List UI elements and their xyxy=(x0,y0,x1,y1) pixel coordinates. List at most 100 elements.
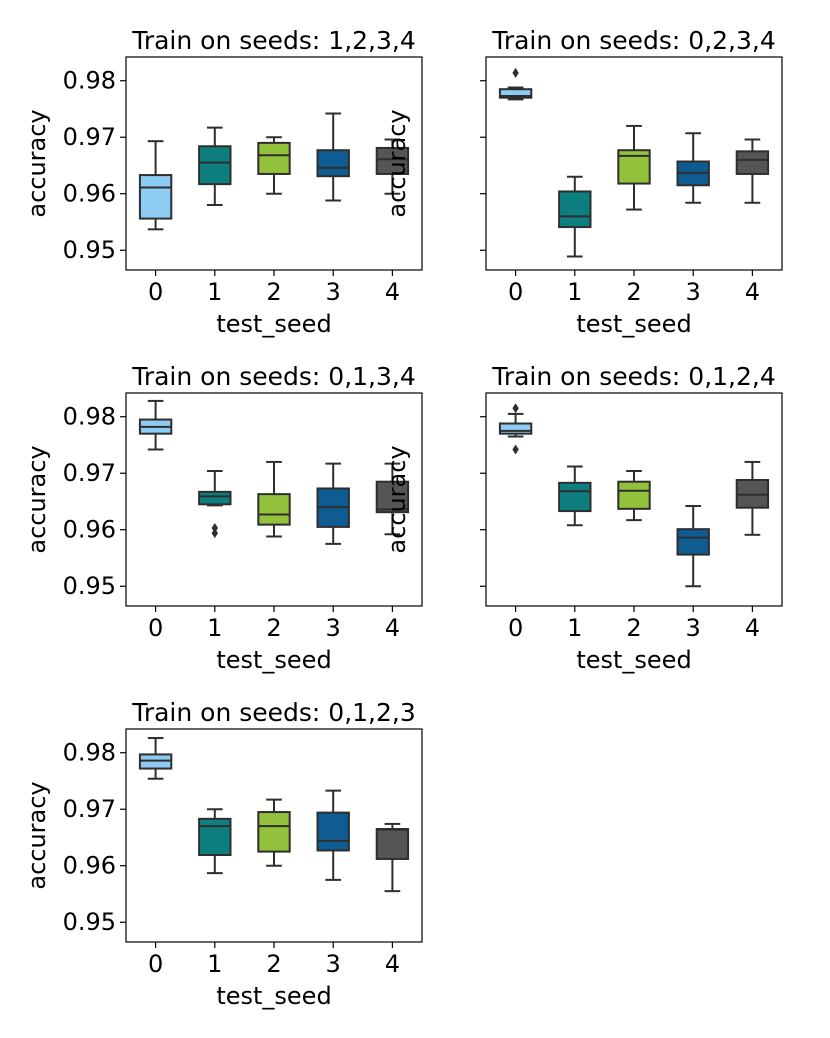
y-tick-label: 0.97 xyxy=(63,459,116,487)
x-tick-label: 4 xyxy=(745,614,760,642)
box xyxy=(375,480,410,514)
chart-panel-3: 0.95 0.96 0.97 0.98 0 1 2 3 4 Train on seeds: 0,1… xyxy=(23,362,423,674)
box xyxy=(198,145,232,186)
x-tick-label: 0 xyxy=(508,614,523,642)
outlier-point xyxy=(512,67,519,78)
x-tick-label: 1 xyxy=(567,278,582,306)
x-tick-label: 0 xyxy=(148,278,163,306)
outlier-point xyxy=(512,403,519,414)
x-axis-label: test_seed xyxy=(216,646,331,674)
x-tick-label: 1 xyxy=(207,614,222,642)
box-group xyxy=(316,462,350,545)
x-axis-label: test_seed xyxy=(576,646,691,674)
box xyxy=(198,490,232,506)
box-group xyxy=(138,399,173,451)
box xyxy=(498,422,533,435)
box-group xyxy=(198,808,232,875)
outlier-point xyxy=(512,444,519,455)
box xyxy=(558,190,592,229)
x-tick-label: 4 xyxy=(385,950,400,978)
x-tick-label: 3 xyxy=(686,614,701,642)
y-axis-label: accuracy xyxy=(23,109,51,217)
box-group xyxy=(316,112,350,202)
box xyxy=(316,149,350,178)
box-group xyxy=(375,462,410,536)
box-group xyxy=(257,798,291,867)
x-tick-label: 3 xyxy=(326,950,341,978)
chart-panel-1: 0.95 0.96 0.97 0.98 0 1 2 3 4 Train on seeds: 1,2… xyxy=(23,26,423,338)
chart-title: Train on seeds: 0,1,2,3 xyxy=(131,698,416,727)
box-group xyxy=(316,789,350,881)
box xyxy=(375,828,410,860)
y-tick-label: 0.98 xyxy=(63,67,116,95)
y-axis-label: accuracy xyxy=(383,445,411,553)
chart-panel-4: 0 1 2 3 4 Train on seeds: 0,1,2,4 test_seed acc… xyxy=(383,362,783,674)
x-tick-label: 2 xyxy=(266,278,281,306)
box xyxy=(316,811,350,852)
box xyxy=(375,146,410,175)
box-group xyxy=(257,136,291,195)
y-tick-label: 0.96 xyxy=(63,852,116,880)
y-axis-label: accuracy xyxy=(383,109,411,217)
chart-title: Train on seeds: 0,2,3,4 xyxy=(491,26,776,55)
chart-title: Train on seeds: 0,1,2,4 xyxy=(491,362,776,391)
box xyxy=(735,150,770,175)
chart-panel-2: 0 1 2 3 4 Train on seeds: 0,2,3,4 test_seed acc… xyxy=(383,26,783,338)
y-tick-label: 0.98 xyxy=(63,739,116,767)
box-group xyxy=(198,126,232,207)
box xyxy=(558,481,592,513)
chart-panel-5: 0.95 0.96 0.97 0.98 0 1 2 3 4 Train on seeds: 0,1… xyxy=(23,698,423,1010)
x-tick-label: 1 xyxy=(207,950,222,978)
box-group xyxy=(198,469,232,539)
x-tick-label: 2 xyxy=(266,950,281,978)
box xyxy=(498,88,533,99)
x-tick-label: 2 xyxy=(626,278,641,306)
y-tick-label: 0.97 xyxy=(63,795,116,823)
x-tick-label: 4 xyxy=(745,278,760,306)
box-group xyxy=(498,67,533,101)
outlier-point xyxy=(211,528,218,539)
outlier-point xyxy=(211,523,218,534)
y-axis-label: accuracy xyxy=(23,445,51,553)
box-group xyxy=(735,460,770,536)
box-group xyxy=(375,822,410,893)
x-axis-label: test_seed xyxy=(216,310,331,338)
box-group xyxy=(498,403,533,455)
box xyxy=(617,480,651,510)
box xyxy=(198,817,232,856)
box-group xyxy=(617,469,651,522)
x-tick-label: 0 xyxy=(508,278,523,306)
x-tick-label: 4 xyxy=(385,614,400,642)
box-group xyxy=(676,132,710,204)
x-tick-label: 0 xyxy=(148,950,163,978)
box xyxy=(138,174,173,220)
x-tick-label: 0 xyxy=(148,614,163,642)
y-tick-label: 0.97 xyxy=(63,123,116,151)
box xyxy=(257,493,291,526)
box-group xyxy=(138,140,173,231)
y-tick-label: 0.96 xyxy=(63,180,116,208)
x-tick-label: 3 xyxy=(686,278,701,306)
box-group xyxy=(558,465,592,527)
box-group xyxy=(138,737,173,780)
y-tick-label: 0.95 xyxy=(63,572,116,600)
x-tick-label: 2 xyxy=(266,614,281,642)
x-tick-label: 3 xyxy=(326,278,341,306)
box-group xyxy=(257,460,291,538)
x-axis-label: test_seed xyxy=(576,310,691,338)
box-group xyxy=(558,175,592,258)
x-tick-label: 4 xyxy=(385,278,400,306)
y-tick-label: 0.98 xyxy=(63,403,116,431)
box-group xyxy=(617,124,651,211)
x-tick-label: 1 xyxy=(567,614,582,642)
x-tick-label: 2 xyxy=(626,614,641,642)
x-tick-label: 3 xyxy=(326,614,341,642)
box xyxy=(257,811,291,853)
box xyxy=(676,528,710,556)
box-group xyxy=(375,138,410,195)
y-tick-label: 0.95 xyxy=(63,908,116,936)
box-group xyxy=(676,504,710,588)
chart-title: Train on seeds: 1,2,3,4 xyxy=(131,26,416,55)
chart-title: Train on seeds: 0,1,3,4 xyxy=(131,362,416,391)
